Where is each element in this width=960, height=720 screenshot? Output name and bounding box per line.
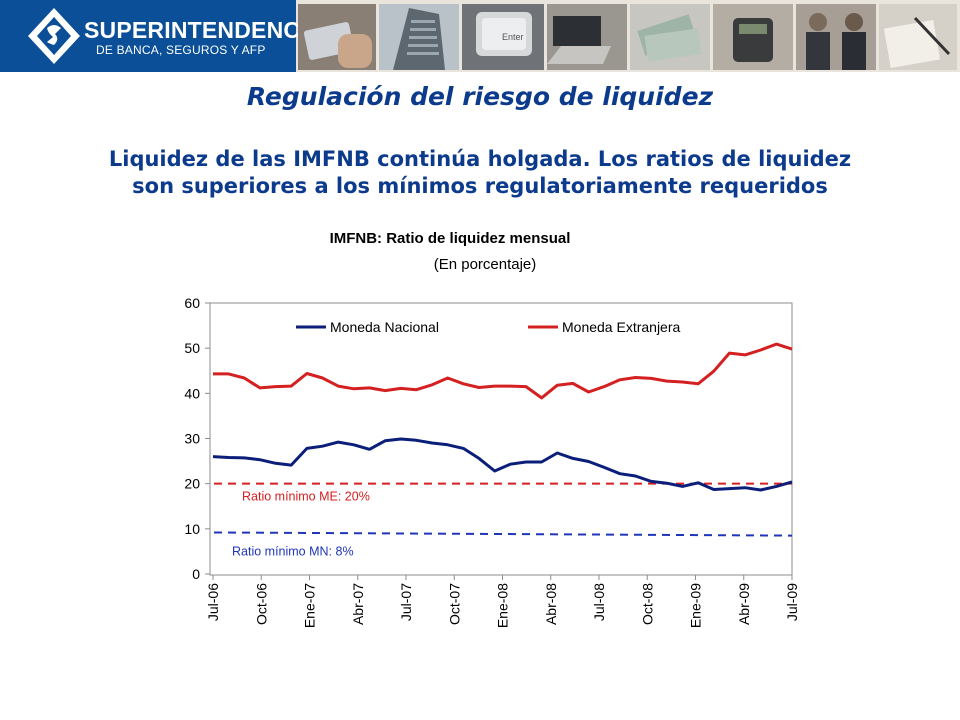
logo[interactable]: SUPERINTENDENCIA DE BANCA, SEGUROS Y AFP bbox=[0, 0, 323, 72]
money-photo bbox=[630, 4, 710, 70]
x-tick-label: Ene-07 bbox=[302, 583, 318, 628]
building-photo bbox=[379, 4, 459, 70]
credit-card-photo bbox=[298, 4, 376, 70]
y-tick-label: 0 bbox=[192, 566, 200, 582]
x-tick-label: Jul-06 bbox=[205, 583, 221, 621]
laptop-photo bbox=[547, 4, 627, 70]
writing-photo bbox=[879, 4, 957, 70]
logo-diamond-icon bbox=[28, 8, 80, 64]
y-axis: 0 10 20 30 40 50 60 bbox=[184, 295, 210, 582]
logo-subtitle: DE BANCA, SEGUROS Y AFP bbox=[96, 43, 266, 57]
reference-line-label: Ratio mínimo MN: 8% bbox=[232, 544, 354, 558]
x-tick-label: Abr-09 bbox=[736, 583, 752, 625]
card-terminal-photo bbox=[713, 4, 793, 70]
series-line bbox=[213, 342, 793, 400]
series-lines bbox=[212, 342, 793, 492]
x-tick-label: Jul-07 bbox=[398, 583, 414, 621]
handshake-photo bbox=[796, 4, 876, 70]
y-tick-label: 60 bbox=[184, 295, 200, 311]
legend: Moneda Nacional Moneda Extranjera bbox=[296, 319, 681, 335]
y-tick-label: 10 bbox=[184, 521, 200, 537]
keyboard-enter-photo: Enter bbox=[462, 4, 544, 70]
reference-line-label: Ratio mínimo ME: 20% bbox=[242, 490, 370, 504]
x-tick-label: Ene-08 bbox=[495, 583, 511, 628]
legend-label: Moneda Extranjera bbox=[562, 319, 681, 335]
series-line bbox=[212, 437, 793, 492]
x-axis: Jul-06 Oct-06 Ene-07 Abr-07 Jul-07 Oct-07 Ene-… bbox=[205, 575, 800, 628]
chart-title: IMFNB: Ratio de liquidez mensual bbox=[329, 230, 571, 247]
slide-title: Regulación del riesgo de liquidez bbox=[246, 82, 714, 111]
x-tick-label: Abr-07 bbox=[350, 583, 366, 625]
reference-line bbox=[213, 531, 793, 537]
chart-subtitle: (En porcentaje) bbox=[433, 256, 537, 273]
slide-subtitle: Liquidez de las IMFNB continúa holgada. … bbox=[30, 146, 930, 200]
y-tick-label: 40 bbox=[184, 385, 200, 401]
x-tick-label: Jul-09 bbox=[784, 583, 800, 621]
y-tick-label: 30 bbox=[184, 431, 200, 447]
header-band: SUPERINTENDENCIA DE BANCA, SEGUROS Y AFP… bbox=[0, 0, 960, 72]
x-tick-label: Ene-09 bbox=[688, 583, 704, 628]
legend-label: Moneda Nacional bbox=[330, 319, 439, 335]
plot-area bbox=[209, 302, 793, 576]
x-tick-label: Oct-08 bbox=[639, 583, 655, 625]
x-tick-label: Oct-06 bbox=[253, 583, 269, 625]
x-tick-label: Jul-08 bbox=[591, 583, 607, 621]
x-tick-label: Abr-08 bbox=[543, 583, 559, 625]
y-tick-label: 50 bbox=[184, 340, 200, 356]
y-tick-label: 20 bbox=[184, 476, 200, 492]
x-tick-label: Oct-07 bbox=[446, 583, 462, 625]
svg-text:Enter: Enter bbox=[502, 32, 524, 42]
logo-name: SUPERINTENDENCIA bbox=[84, 17, 324, 43]
subtitle-line-1: Liquidez de las IMFNB continúa holgada. … bbox=[108, 147, 852, 171]
subtitle-line-2: son superiores a los mínimos regulatoria… bbox=[132, 174, 828, 198]
